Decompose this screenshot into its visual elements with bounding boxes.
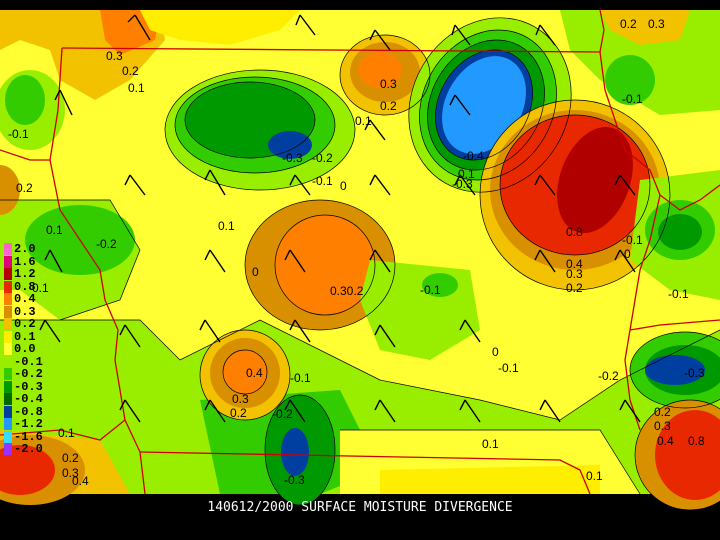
contour-value-label: 0.8: [688, 434, 705, 448]
legend-swatch: [4, 405, 12, 418]
contour-value-label: 0.1: [586, 469, 603, 483]
legend-label: -0.3: [14, 379, 43, 394]
contour-value-label: -0.1: [312, 174, 333, 188]
contour-value-label: 0: [252, 265, 259, 279]
legend-label: -2.0: [14, 442, 43, 456]
contour-value-label: 0.3: [62, 466, 79, 480]
map-caption: 140612/2000 SURFACE MOISTURE DIVERGENCE: [207, 500, 513, 515]
contour-value-label: 0: [492, 345, 499, 359]
legend-swatch: [4, 418, 12, 430]
contour-value-label: -0.3: [452, 177, 473, 191]
contour-value-label: 0.2: [654, 405, 671, 419]
contour-value-label: -0.1: [290, 371, 311, 385]
legend-label: -1.2: [14, 417, 43, 431]
legend-swatch: [4, 305, 12, 318]
legend-label: -0.8: [14, 404, 43, 419]
contour-value-label: 0.1: [32, 281, 49, 295]
contour-fills: [0, 10, 720, 510]
contour-value-label: -0.2: [96, 237, 117, 251]
contour-value-label: -0.1: [498, 361, 519, 375]
wind-barbs: [39, 14, 641, 423]
contour-value-label: -0.1: [420, 283, 441, 297]
contour-value-label: 0.3: [648, 17, 665, 31]
contour-value-label: 0.2: [16, 181, 33, 195]
contour-labels: 0.2 0.30.30.20.1 0.30.2 -0.10.1-0.3 -0.2-0.1…: [8, 17, 705, 488]
contour-value-label: -0.3: [282, 151, 303, 165]
contour-value-label: -0.1: [622, 233, 643, 247]
legend-label: 1.2: [14, 267, 36, 281]
contour-value-label: 0.3: [380, 77, 397, 91]
color-legend: 2.0 1.6 1.2 0.8 0.4 0.3 0.2 0.1 0.0 -0.1 -0.2 -0.3-…: [4, 243, 43, 513]
contour-value-label: -0.2: [598, 369, 619, 383]
legend-swatch: [4, 255, 12, 268]
contour-value-label: 0: [624, 247, 631, 261]
legend-swatch: [4, 243, 12, 255]
contour-value-label: 0.4: [72, 474, 89, 488]
contour-value-label: -0.4: [463, 149, 484, 163]
contour-value-label: -0.3: [684, 366, 705, 380]
contour-value-label: 0.3: [106, 49, 123, 63]
contour-value-label: 0.1: [128, 81, 145, 95]
contour-value-label: 0.1: [355, 114, 372, 128]
legend-swatch: [4, 430, 12, 443]
contour-value-label: 0.1: [46, 223, 63, 237]
legend-label: 0.2: [14, 317, 36, 331]
legend-swatch: [4, 355, 12, 368]
legend-label: 0.0: [14, 342, 36, 356]
contour-value-label: -0.2: [272, 407, 293, 421]
legend-label: -0.2: [14, 367, 43, 381]
contour-value-label: 0.1: [58, 426, 75, 440]
legend-swatch: [4, 343, 12, 355]
legend-label: 1.6: [14, 254, 36, 269]
contour-value-label: 0.1: [218, 219, 235, 233]
legend-label: -0.1: [14, 354, 43, 369]
contour-value-label: 0.4: [246, 366, 263, 380]
contour-value-label: 0.2: [230, 406, 247, 420]
legend-label: 0.1: [14, 329, 36, 344]
contour-value-label: 0.2: [62, 451, 79, 465]
legend-swatch: [4, 443, 12, 455]
legend-label: -1.6: [14, 429, 43, 444]
contour-value-label: 0.1: [482, 437, 499, 451]
contour-value-label: 0.30.2: [330, 284, 364, 298]
legend-swatch: [4, 380, 12, 393]
contour-value-label: 0.2: [620, 17, 637, 31]
contour-value-label: -0.2: [312, 151, 333, 165]
legend-swatch: [4, 330, 12, 343]
legend-label: 0.4: [14, 292, 36, 306]
contour-value-label: 0.1: [458, 167, 475, 181]
legend-label: 2.0: [14, 242, 36, 256]
contour-value-label: 0.2: [122, 64, 139, 78]
contour-value-label: 0.8: [566, 225, 583, 239]
contour-value-label: 0.3: [566, 267, 583, 281]
contour-value-label: 0.2: [566, 281, 583, 295]
legend-label: -0.4: [14, 392, 43, 406]
contour-value-label: 0: [340, 179, 347, 193]
contour-value-label: -0.1: [8, 127, 29, 141]
state-boundaries: [0, 9, 720, 495]
contour-value-label: 0.3: [232, 392, 249, 406]
legend-swatch: [4, 293, 12, 305]
legend-swatch: [4, 280, 12, 293]
contour-value-label: -0.1: [668, 287, 689, 301]
legend-label: 0.8: [14, 279, 36, 294]
contour-value-label: 0.3: [654, 419, 671, 433]
contour-value-label: 0.2: [380, 99, 397, 113]
legend-swatch: [4, 393, 12, 405]
legend-swatch: [4, 318, 12, 330]
contour-value-label: 0.4: [657, 434, 674, 448]
legend-swatch: [4, 268, 12, 280]
legend-label: 0.3: [14, 304, 36, 319]
contour-lines: [0, 17, 720, 495]
contour-value-label: -0.3: [284, 473, 305, 487]
legend-swatch: [4, 368, 12, 380]
contour-value-label: 0.4: [566, 257, 583, 271]
contour-value-label: -0.1: [622, 92, 643, 106]
